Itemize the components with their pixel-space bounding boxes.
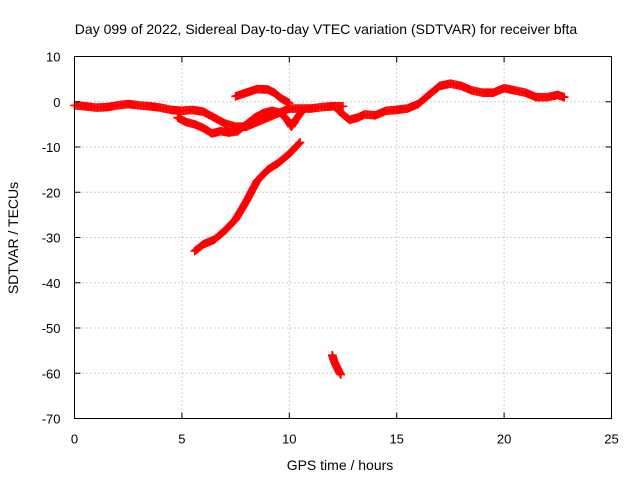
plot-frame [74, 56, 612, 419]
data-points [70, 79, 569, 379]
x-tick-label: 0 [71, 432, 78, 447]
x-tick-label: 20 [497, 432, 511, 447]
hump-point [285, 98, 294, 108]
x-tick-label: 15 [389, 432, 403, 447]
x-axis-label: GPS time / hours [287, 457, 394, 473]
chart-title: Day 099 of 2022, Sidereal Day-to-day VTE… [75, 21, 578, 37]
y-tick-label: 0 [53, 95, 60, 110]
y-tick-label: -70 [42, 412, 61, 427]
x-tick-label: 25 [604, 432, 618, 447]
y-tick-label: -10 [42, 140, 61, 155]
y-tick-label: -40 [42, 276, 61, 291]
y-tick-label: 10 [46, 50, 60, 65]
y-tick-label: -20 [42, 185, 61, 200]
late-segment-point [559, 92, 569, 102]
lower-branch-point [296, 107, 306, 117]
lower-branch-point [297, 106, 307, 116]
y-tick-label: -50 [42, 321, 61, 336]
isolated-drop-point [336, 370, 346, 379]
recovery-arc-point [294, 139, 304, 148]
y-tick-label: -60 [42, 366, 61, 381]
x-tick-label: 5 [178, 432, 185, 447]
y-axis-label: SDTVAR / TECUs [5, 182, 21, 294]
x-tick-label: 10 [282, 432, 296, 447]
upper-branch-point [338, 101, 348, 111]
y-tick-label: -30 [42, 231, 61, 246]
recovery-arc-point [295, 138, 305, 147]
